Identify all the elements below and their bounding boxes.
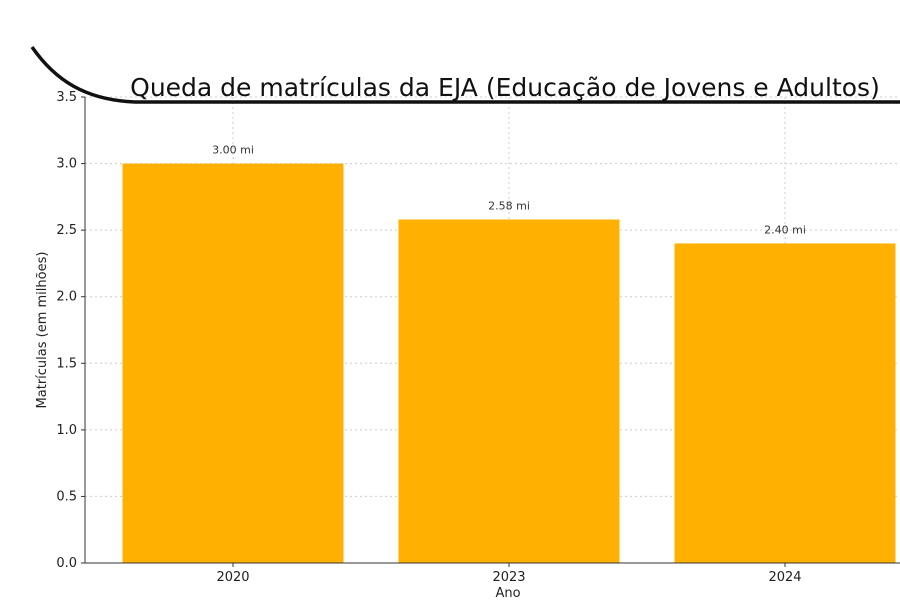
y-tick-label: 3.0 — [56, 157, 77, 172]
x-tick-label: 2023 — [492, 570, 525, 585]
y-tick-label: 2.5 — [56, 223, 77, 238]
y-tick-label: 3.5 — [56, 90, 77, 105]
y-tick-label: 2.0 — [56, 290, 77, 305]
x-tick-label: 2020 — [216, 570, 249, 585]
data-label-2023: 2.58 mi — [488, 199, 530, 212]
y-tick-label: 1.5 — [56, 356, 77, 371]
header-swoosh-decoration — [30, 45, 900, 104]
tick-labels: 0.0 0.5 1.0 1.5 2.0 2.5 3.0 3.5 2020 2023 2024 — [56, 90, 801, 585]
data-labels: 3.00 mi 2.58 mi 2.40 mi — [212, 144, 806, 237]
axes — [84, 97, 900, 564]
y-tick-label: 1.0 — [56, 423, 77, 438]
y-tick-label: 0.0 — [56, 556, 77, 571]
bar-2020 — [122, 163, 344, 564]
bar-2023 — [398, 219, 620, 563]
y-axis-title: Matrículas (em milhões) — [35, 252, 50, 409]
x-axis-title: Ano — [495, 586, 520, 600]
data-label-2024: 2.40 mi — [764, 223, 806, 236]
chart-title: Queda de matrículas da EJA (Educação de … — [130, 73, 880, 102]
bar-2024 — [674, 243, 896, 563]
bars — [122, 163, 896, 564]
y-tick-label: 0.5 — [56, 489, 77, 504]
data-label-2020: 3.00 mi — [212, 144, 254, 157]
x-tick-label: 2024 — [768, 570, 801, 585]
